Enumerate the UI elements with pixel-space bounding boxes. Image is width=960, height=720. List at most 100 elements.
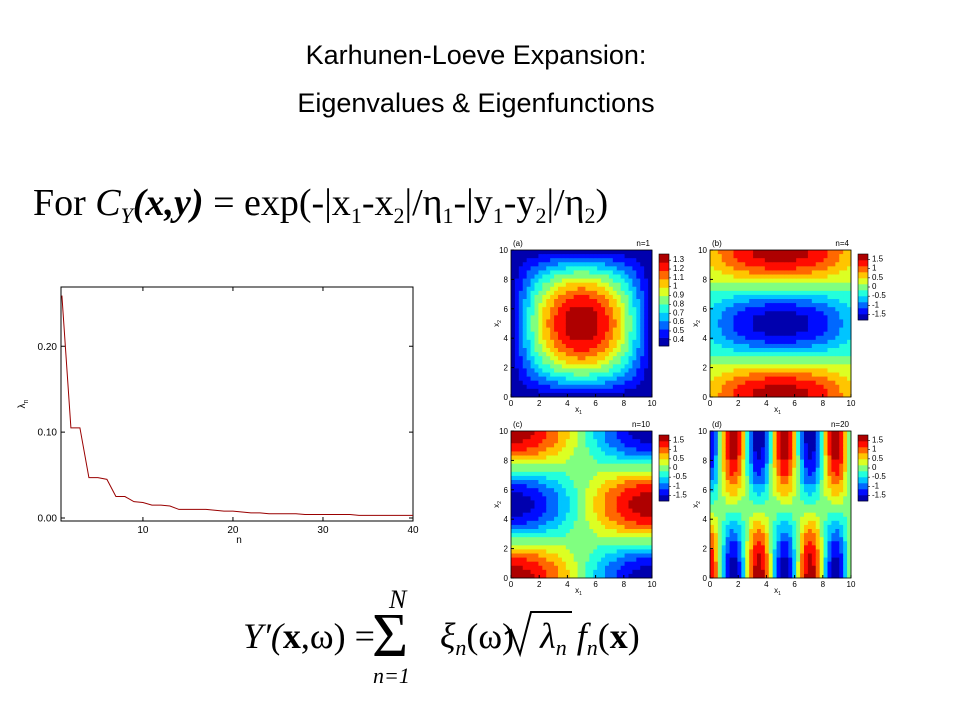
contour-cell	[546, 516, 551, 522]
contour-cell	[565, 504, 571, 509]
contour-cell	[550, 278, 555, 284]
contour-cell	[772, 376, 777, 382]
contour-cell	[530, 270, 535, 275]
contour-cell	[550, 315, 555, 320]
contour-cell	[796, 557, 801, 563]
contour-cell	[608, 471, 614, 477]
contour-cell	[526, 250, 531, 255]
contour-cell	[760, 274, 766, 279]
contour-cell	[733, 475, 738, 481]
contour-cell	[745, 250, 750, 255]
contour-cell	[772, 541, 777, 546]
contour-cell	[632, 516, 637, 522]
contour-cell	[827, 339, 832, 345]
contour-cell	[784, 380, 789, 386]
contour-cell	[608, 492, 614, 497]
contour-cell	[569, 524, 575, 530]
contour-cell	[753, 343, 758, 349]
contour-cell	[624, 443, 629, 448]
contour-cell	[648, 569, 653, 575]
contour-cell	[608, 380, 614, 386]
contour-cell	[561, 258, 567, 263]
colorbar-step	[858, 308, 868, 315]
contour-cell	[788, 520, 793, 526]
contour-cell	[526, 299, 531, 304]
contour-cell	[522, 455, 528, 460]
contour-cell	[733, 311, 738, 316]
panel-x-sub: 1	[579, 410, 582, 416]
formula-part: (x,y)	[133, 182, 204, 224]
contour-cell	[632, 380, 637, 386]
contour-cell	[772, 561, 777, 567]
contour-cell	[514, 315, 520, 320]
contour-cell	[710, 380, 715, 386]
contour-cell	[608, 343, 614, 349]
contour-cell	[804, 266, 809, 271]
contour-cell	[764, 339, 770, 345]
contour-cell	[605, 299, 610, 304]
contour-cell	[522, 303, 528, 308]
contour-cell	[784, 471, 789, 477]
contour-cell	[745, 368, 750, 373]
contour-cell	[757, 431, 762, 436]
contour-cell	[792, 282, 797, 288]
contour-cell	[772, 463, 777, 469]
contour-cell	[729, 250, 734, 255]
contour-cell	[710, 471, 715, 477]
contour-cell	[644, 311, 649, 316]
contour-cell	[764, 475, 770, 481]
contour-cell	[565, 384, 571, 390]
contour-cell	[612, 455, 618, 460]
contour-cell	[792, 290, 797, 296]
contour-cell	[636, 356, 641, 361]
contour-cell	[612, 376, 618, 382]
panel-x-tick-label: 6	[792, 399, 797, 408]
contour-cell	[573, 431, 578, 436]
contour-cell	[546, 553, 551, 558]
contour-cell	[538, 258, 543, 263]
contour-cell	[725, 311, 730, 316]
contour-cell	[534, 364, 539, 369]
contour-cell	[608, 573, 614, 579]
contour-cell	[729, 360, 734, 365]
contour-cell	[819, 307, 824, 312]
contour-cell	[636, 516, 641, 522]
contour-cell	[601, 286, 606, 292]
contour-cell	[710, 262, 715, 267]
contour-cell	[753, 435, 758, 440]
contour-cell	[601, 500, 606, 505]
contour-cell	[577, 529, 582, 534]
contour-cell	[605, 529, 610, 534]
contour-cell	[823, 266, 828, 271]
contour-cell	[780, 545, 785, 550]
contour-cell	[764, 467, 770, 473]
contour-cell	[514, 303, 520, 308]
contour-cell	[640, 557, 645, 563]
contour-cell	[565, 266, 571, 271]
contour-cell	[757, 290, 762, 296]
contour-cell	[534, 294, 539, 300]
contour-cell	[772, 471, 777, 477]
contour-cell	[601, 455, 606, 460]
contour-cell	[581, 364, 586, 369]
contour-cell	[788, 471, 793, 477]
contour-cell	[581, 323, 586, 328]
contour-cell	[843, 290, 848, 296]
contour-cell	[644, 500, 649, 505]
contour-cell	[608, 360, 614, 365]
contour-cell	[605, 524, 610, 530]
contour-cell	[792, 360, 797, 365]
contour-cell	[589, 451, 594, 456]
contour-cell	[741, 443, 746, 448]
contour-cell	[546, 315, 551, 320]
contour-cell	[605, 307, 610, 312]
contour-cell	[733, 529, 738, 534]
contour-cell	[624, 471, 629, 477]
contour-cell	[741, 471, 746, 477]
contour-cell	[792, 529, 797, 534]
contour-cell	[745, 258, 750, 263]
contour-cell	[784, 266, 789, 271]
contour-cell	[601, 299, 606, 304]
contour-cell	[713, 516, 719, 522]
contour-cell	[768, 541, 774, 546]
